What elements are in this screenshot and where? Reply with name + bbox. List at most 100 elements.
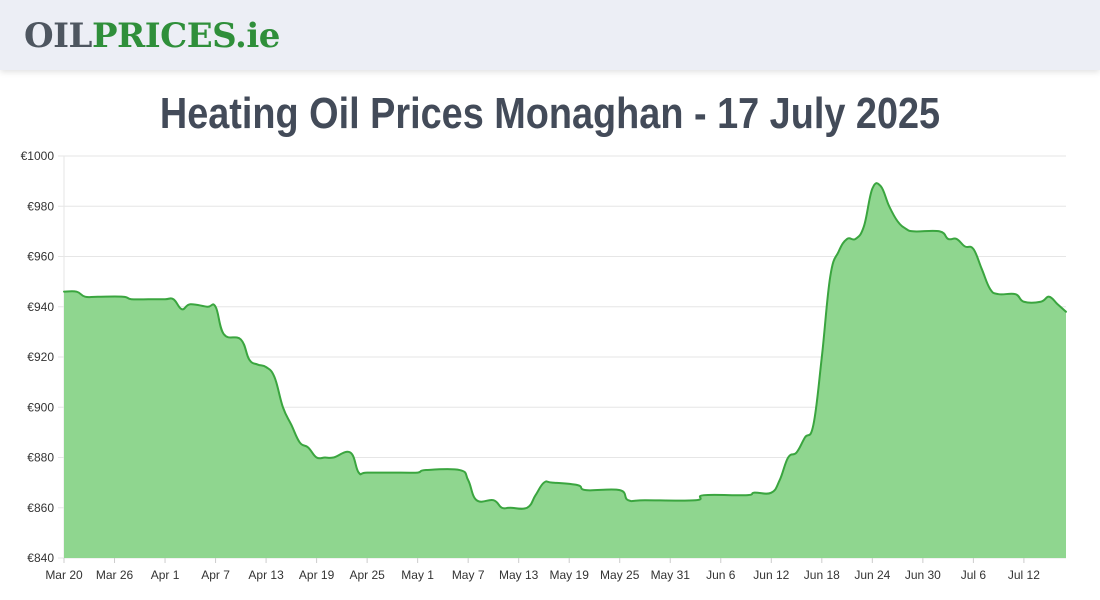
data-point[interactable] [542, 481, 546, 485]
data-point[interactable] [870, 187, 874, 191]
data-point[interactable] [491, 498, 495, 502]
data-point[interactable] [769, 491, 773, 495]
data-point[interactable] [475, 498, 479, 502]
data-point[interactable] [525, 506, 529, 510]
data-point[interactable] [180, 307, 184, 311]
data-point[interactable] [1056, 302, 1060, 306]
data-point[interactable] [584, 488, 588, 492]
data-point[interactable] [281, 405, 285, 409]
x-tick-label: Jul 12 [1008, 568, 1040, 582]
data-point[interactable] [264, 365, 268, 369]
y-tick-label: €1000 [21, 149, 55, 163]
data-point[interactable] [879, 184, 883, 188]
data-point[interactable] [997, 292, 1001, 296]
data-point[interactable] [795, 450, 799, 454]
data-point[interactable] [862, 224, 866, 228]
data-point[interactable] [955, 237, 959, 241]
data-point[interactable] [205, 305, 209, 309]
data-point[interactable] [163, 297, 167, 301]
data-point[interactable] [458, 468, 462, 472]
data-point[interactable] [1064, 310, 1068, 314]
data-point[interactable] [988, 287, 992, 291]
data-point[interactable] [129, 297, 133, 301]
x-tick-label: Jun 30 [905, 568, 941, 582]
price-area-chart: €840 €860 €880 €900 €920 €940 €960 €980 €1000 Ma… [21, 149, 1068, 582]
data-point[interactable] [963, 244, 967, 248]
data-point[interactable] [75, 290, 79, 294]
data-point[interactable] [83, 295, 87, 299]
data-point[interactable] [188, 302, 192, 306]
data-point[interactable] [971, 247, 975, 251]
data-point[interactable] [424, 468, 428, 472]
data-point[interactable] [121, 295, 125, 299]
data-point[interactable] [845, 237, 849, 241]
data-point[interactable] [744, 493, 748, 497]
data-point[interactable] [550, 481, 554, 485]
data-point[interactable] [786, 456, 790, 460]
data-point[interactable] [896, 219, 900, 223]
data-point[interactable] [500, 506, 504, 510]
data-point[interactable] [315, 456, 319, 460]
data-point[interactable] [247, 358, 251, 362]
data-point[interactable] [904, 227, 908, 231]
data-point[interactable] [811, 423, 815, 427]
data-point[interactable] [803, 435, 807, 439]
data-point[interactable] [820, 355, 824, 359]
data-point[interactable] [752, 491, 756, 495]
data-point[interactable] [348, 450, 352, 454]
data-point[interactable] [980, 267, 984, 271]
data-point[interactable] [626, 498, 630, 502]
data-point[interactable] [416, 471, 420, 475]
logo-domain-text: .ie [234, 16, 280, 56]
data-point[interactable] [399, 471, 403, 475]
x-tick-label: Mar 20 [45, 568, 83, 582]
data-point[interactable] [534, 493, 538, 497]
y-tick-label: €980 [27, 199, 54, 213]
data-point[interactable] [466, 478, 470, 482]
data-point[interactable] [702, 493, 706, 497]
data-point[interactable] [853, 237, 857, 241]
data-point[interactable] [1013, 292, 1017, 296]
data-point[interactable] [357, 471, 361, 475]
y-tick-label: €880 [27, 451, 54, 465]
data-point[interactable] [618, 488, 622, 492]
data-point[interactable] [938, 229, 942, 233]
data-point[interactable] [306, 445, 310, 449]
data-point[interactable] [576, 483, 580, 487]
series-area [62, 182, 1068, 558]
data-point[interactable] [171, 297, 175, 301]
data-point[interactable] [289, 423, 293, 427]
site-logo[interactable]: OILPRICES.ie [24, 14, 280, 58]
data-point[interactable] [146, 297, 150, 301]
site-header: OILPRICES.ie [0, 0, 1100, 70]
data-point[interactable] [256, 363, 260, 367]
data-point[interactable] [62, 290, 66, 294]
data-point[interactable] [508, 506, 512, 510]
data-point[interactable] [1039, 300, 1043, 304]
x-axis-ticks: Mar 20 Mar 26 Apr 1 Apr 7 Apr 13 Apr 19 Apr 25… [45, 558, 1040, 582]
data-point[interactable] [887, 204, 891, 208]
page-title: Heating Oil Prices Monaghan - 17 July 20… [159, 89, 941, 138]
data-point[interactable] [694, 498, 698, 502]
data-point[interactable] [1022, 300, 1026, 304]
x-tick-label: May 13 [499, 568, 539, 582]
data-point[interactable] [96, 295, 100, 299]
data-point[interactable] [643, 498, 647, 502]
data-point[interactable] [331, 456, 335, 460]
data-point[interactable] [273, 375, 277, 379]
y-tick-label: €840 [27, 551, 54, 565]
data-point[interactable] [365, 471, 369, 475]
data-point[interactable] [239, 337, 243, 341]
data-point[interactable] [323, 456, 327, 460]
data-point[interactable] [298, 440, 302, 444]
x-tick-label: Apr 25 [349, 568, 385, 582]
x-tick-label: Jun 12 [753, 568, 789, 582]
data-point[interactable] [912, 229, 916, 233]
data-point[interactable] [837, 249, 841, 253]
data-point[interactable] [828, 275, 832, 279]
data-point[interactable] [946, 237, 950, 241]
data-point[interactable] [214, 305, 218, 309]
data-point[interactable] [222, 332, 226, 336]
data-point[interactable] [1047, 295, 1051, 299]
data-point[interactable] [778, 478, 782, 482]
